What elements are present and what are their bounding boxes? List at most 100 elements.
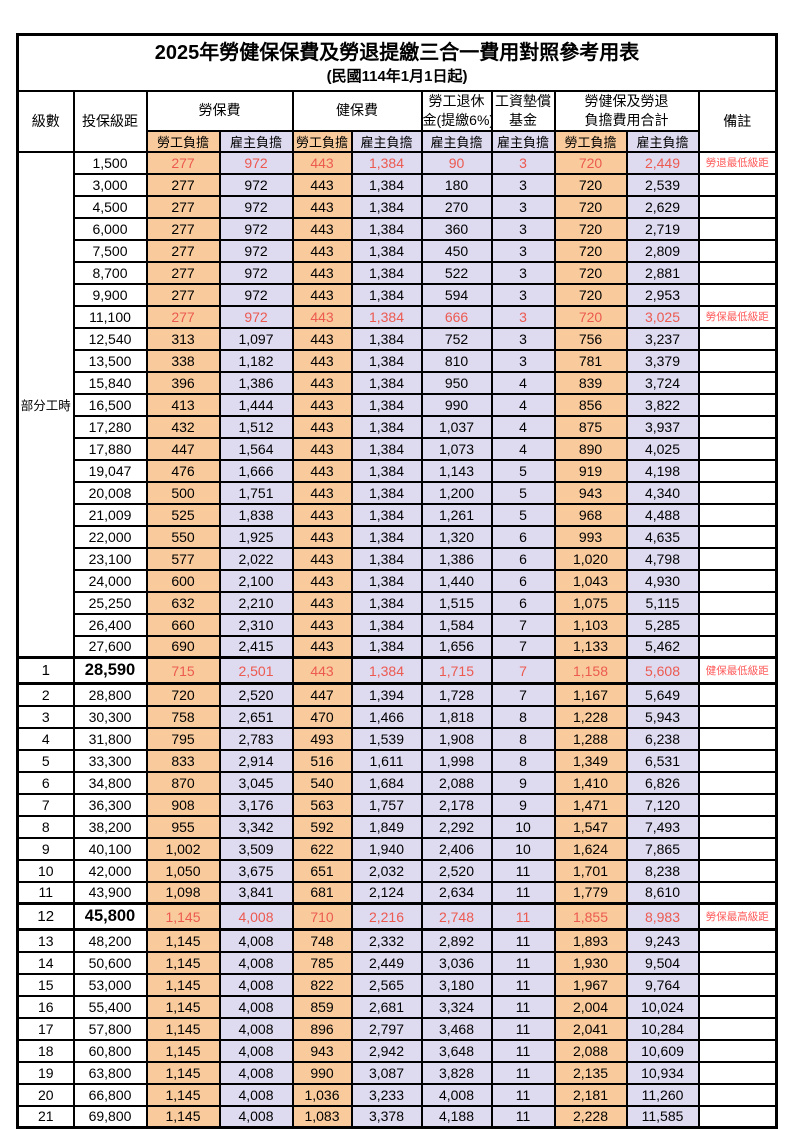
cell-total-employee: 720 (553, 172, 628, 197)
cell-labor-employee: 1,098 (145, 880, 221, 905)
header-pension-line2: 金(提繳6%) (422, 111, 492, 128)
cell-remark (697, 1104, 778, 1129)
cell-wage-fund-employer: 3 (490, 216, 556, 241)
cell-bracket: 28,590 (72, 656, 148, 685)
cell-pension-employer: 1,715 (420, 656, 493, 685)
cell-bracket: 43,900 (72, 880, 148, 905)
cell-bracket: 8,700 (72, 260, 148, 285)
cell-pension-employer: 2,178 (420, 792, 493, 817)
cell-labor-employer: 4,008 (218, 1082, 294, 1107)
cell-labor-employer: 972 (218, 282, 294, 307)
cell-health-employer: 1,384 (350, 348, 423, 373)
cell-wage-fund-employer: 6 (490, 524, 556, 549)
subheader-labor-employer: 雇主負擔 (218, 129, 294, 153)
cell-wage-fund-employer: 11 (490, 994, 556, 1019)
cell-bracket: 25,250 (72, 590, 148, 615)
cell-total-employer: 4,198 (625, 458, 700, 483)
table-row: 17,280 432 1,512 443 1,384 1,037 4 875 3,937 (18, 414, 778, 439)
cell-health-employee: 443 (291, 370, 353, 395)
cell-total-employer: 11,585 (625, 1104, 700, 1129)
table-row: 4 31,800 795 2,783 493 1,539 1,908 8 1,288 6,238 (16, 726, 778, 751)
cell-level: 13 (16, 928, 75, 953)
cell-health-employee: 443 (291, 150, 353, 175)
cell-remark (697, 546, 778, 571)
cell-wage-fund-employer: 9 (490, 792, 556, 817)
cell-level: 11 (16, 880, 75, 905)
table-row: 17 57,800 1,145 4,008 896 2,797 3,468 11 2,041 10… (16, 1016, 778, 1041)
cell-bracket: 48,200 (72, 928, 148, 953)
cell-health-employee: 443 (291, 260, 353, 285)
cell-pension-employer: 4,188 (420, 1104, 493, 1129)
cell-labor-employee: 277 (145, 260, 221, 285)
cell-labor-employer: 972 (218, 304, 294, 329)
cell-total-employee: 919 (553, 458, 628, 483)
table-row: 20,008 500 1,751 443 1,384 1,200 5 943 4,340 (18, 480, 778, 505)
cell-wage-fund-employer: 11 (490, 1104, 556, 1129)
header-health-insurance: 健保費 (291, 89, 423, 132)
cell-total-employer: 9,764 (625, 972, 700, 997)
cell-total-employer: 8,610 (625, 880, 700, 905)
cell-health-employee: 443 (291, 326, 353, 351)
cell-remark: 勞保最高級距 (697, 902, 778, 931)
cell-pension-employer: 1,584 (420, 612, 493, 637)
page-subtitle: (民國114年1月1日起) (326, 68, 468, 85)
cell-total-employer: 2,629 (625, 194, 700, 219)
cell-health-employer: 1,539 (350, 726, 423, 751)
cell-wage-fund-employer: 11 (490, 1060, 556, 1085)
cell-remark (697, 590, 778, 615)
cell-bracket: 38,200 (72, 814, 148, 839)
cell-pension-employer: 1,037 (420, 414, 493, 439)
cell-total-employee: 1,043 (553, 568, 628, 593)
cell-bracket: 9,900 (72, 282, 148, 307)
cell-total-employer: 5,285 (625, 612, 700, 637)
table-row: 11 43,900 1,098 3,841 681 2,124 2,634 11 1,779 8,… (16, 880, 778, 905)
cell-health-employee: 516 (291, 748, 353, 773)
cell-wage-fund-employer: 11 (490, 1038, 556, 1063)
header-remark: 備註 (697, 89, 778, 153)
cell-level: 17 (16, 1016, 75, 1041)
cell-total-employee: 1,410 (553, 770, 628, 795)
cell-remark (697, 1016, 778, 1041)
cell-pension-employer: 594 (420, 282, 493, 307)
table-row: 14 50,600 1,145 4,008 785 2,449 3,036 11 1,930 9,… (16, 950, 778, 975)
cell-labor-employer: 2,415 (218, 634, 294, 659)
cell-labor-employee: 1,145 (145, 1060, 221, 1085)
cell-health-employer: 1,757 (350, 792, 423, 817)
cell-bracket: 12,540 (72, 326, 148, 351)
cell-health-employer: 1,384 (350, 370, 423, 395)
cell-total-employer: 7,493 (625, 814, 700, 839)
cell-pension-employer: 1,073 (420, 436, 493, 461)
cell-total-employer: 7,865 (625, 836, 700, 861)
cell-total-employer: 10,024 (625, 994, 700, 1019)
table-row: 26,400 660 2,310 443 1,384 1,584 7 1,103 5,285 (18, 612, 778, 637)
cell-wage-fund-employer: 9 (490, 770, 556, 795)
premium-reference-table: 2025年勞健保保費及勞退提繳三合一費用對照參考用表 (民國114年1月1日起)… (16, 33, 779, 1129)
cell-total-employee: 875 (553, 414, 628, 439)
table-row: 10 42,000 1,050 3,675 651 2,032 2,520 11 1,701 8,… (16, 858, 778, 883)
cell-labor-employee: 758 (145, 704, 221, 729)
cell-health-employee: 443 (291, 568, 353, 593)
cell-health-employee: 443 (291, 238, 353, 263)
header-sub-row: 勞工負擔 雇主負擔 勞工負擔 雇主負擔 雇主負擔 雇主負擔 勞工負擔 雇主負擔 (18, 129, 777, 153)
part-time-label: 部分工時 (16, 150, 75, 659)
cell-remark (697, 326, 778, 351)
cell-pension-employer: 1,200 (420, 480, 493, 505)
cell-level: 6 (16, 770, 75, 795)
cell-health-employer: 1,384 (350, 414, 423, 439)
cell-bracket: 3,000 (72, 172, 148, 197)
cell-health-employee: 493 (291, 726, 353, 751)
cell-labor-employee: 1,145 (145, 972, 221, 997)
cell-health-employee: 443 (291, 348, 353, 373)
cell-total-employer: 6,531 (625, 748, 700, 773)
cell-health-employee: 896 (291, 1016, 353, 1041)
cell-health-employer: 2,124 (350, 880, 423, 905)
cell-total-employer: 4,488 (625, 502, 700, 527)
cell-level: 20 (16, 1082, 75, 1107)
cell-remark (697, 1082, 778, 1107)
cell-labor-employer: 1,444 (218, 392, 294, 417)
cell-labor-employee: 1,145 (145, 950, 221, 975)
cell-health-employee: 859 (291, 994, 353, 1019)
cell-labor-employee: 690 (145, 634, 221, 659)
cell-wage-fund-employer: 3 (490, 304, 556, 329)
cell-total-employee: 781 (553, 348, 628, 373)
